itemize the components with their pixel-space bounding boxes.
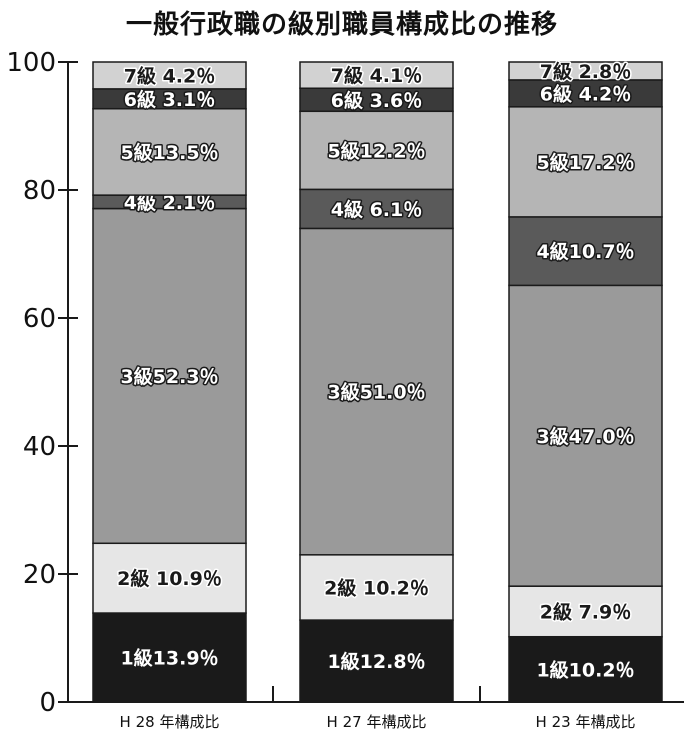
y-tick-label-100: 100 [6,48,56,78]
data-label-3-5: 5級17.2％ [536,151,634,174]
data-label-3-6: 6級 4.2％ [540,82,632,105]
data-label-3-2: 2級 7.9％ [540,600,632,623]
data-label-2-2: 2級 10.2％ [324,576,429,599]
data-label-3-3: 3級47.0％ [536,425,634,448]
data-label-2-1: 1級12.8％ [327,650,425,673]
y-tick-label-80: 80 [23,176,56,206]
data-label-3-4: 4級10.7％ [536,240,634,263]
data-label-2-7: 7級 4.1％ [331,64,423,87]
y-tick-label-60: 60 [23,304,56,334]
data-label-3-1: 1級10.2％ [536,658,634,681]
data-label-2-4: 4級 6.1％ [331,198,423,221]
data-label-2-3: 3級51.0％ [327,381,425,404]
y-tick-label-20: 20 [23,560,56,590]
data-label-1-2: 2級 10.9％ [117,567,222,590]
data-label-1-5: 5級13.5％ [120,141,218,164]
y-tick-label-0: 0 [39,688,56,718]
category-label-3: H 23 年構成比 [536,713,636,731]
data-label-1-3: 3級52.3％ [120,365,218,388]
data-label-1-7: 7級 4.2％ [124,64,216,87]
data-label-2-5: 5級12.2％ [327,139,425,162]
data-label-1-1: 1級13.9％ [120,647,218,670]
y-tick-label-40: 40 [23,432,56,462]
data-label-1-6: 6級 3.1％ [124,88,216,111]
category-label-2: H 27 年構成比 [327,713,427,731]
data-label-3-7: 7級 2.8％ [540,60,632,83]
data-label-2-6: 6級 3.6％ [331,89,423,112]
category-label-1: H 28 年構成比 [120,713,220,731]
